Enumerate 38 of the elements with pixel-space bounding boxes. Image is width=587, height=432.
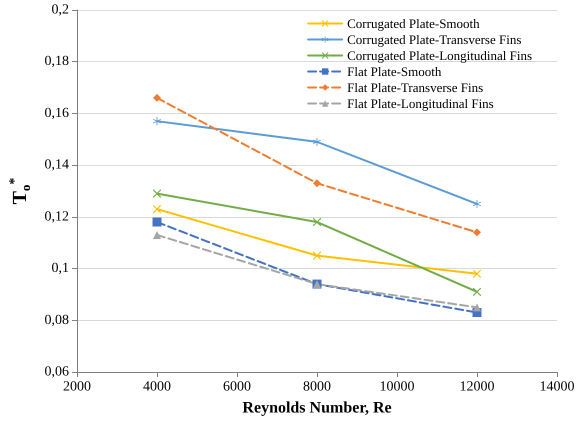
x-tick-label: 4000 [143, 380, 171, 394]
point [313, 218, 321, 226]
point [153, 190, 161, 198]
y-axis-title: To* [8, 178, 33, 204]
y-tick-label: 0,08 [44, 312, 69, 328]
point [153, 230, 161, 239]
y-tick-label: 0,12 [44, 209, 69, 224]
y-tick-label: 0,14 [44, 158, 69, 173]
point [473, 200, 481, 208]
legend-label: Flat Plate-Longitudinal Fins [347, 96, 494, 111]
x-axis-title: Reynolds Number, Re [242, 400, 392, 416]
y-tick-label: 0,06 [44, 364, 69, 380]
x-tick-label: 2000 [63, 380, 91, 394]
y-tick-label: 0,18 [44, 54, 69, 70]
point [153, 205, 161, 214]
point [473, 303, 481, 312]
y-tick-label: 0,16 [44, 106, 69, 121]
legend-label: Corrugated Plate-Longitudinal Fins [347, 48, 532, 63]
point [473, 288, 481, 296]
point [152, 218, 162, 227]
point [473, 228, 481, 236]
legend-label: Corrugated Plate-Smooth [347, 16, 480, 31]
y-tick-label: 0,1 [52, 261, 69, 276]
x-tick-label: 6000 [223, 380, 251, 394]
point [313, 138, 321, 146]
legend-label: Corrugated Plate-Transverse Fins [347, 32, 522, 47]
x-tick-label: 8000 [303, 380, 331, 394]
point [313, 252, 321, 260]
legend-label: Flat Plate-Transverse Fins [347, 80, 484, 95]
legend-label: Flat Plate-Smooth [347, 64, 442, 79]
x-tick-label: 12000 [460, 380, 494, 394]
point [313, 179, 321, 188]
point [153, 117, 161, 126]
x-tick-label: 10000 [380, 380, 414, 394]
x-tick-label: 14000 [540, 380, 574, 394]
y-tick-label: 0,2 [52, 2, 69, 18]
point [473, 270, 481, 278]
point [153, 94, 161, 102]
